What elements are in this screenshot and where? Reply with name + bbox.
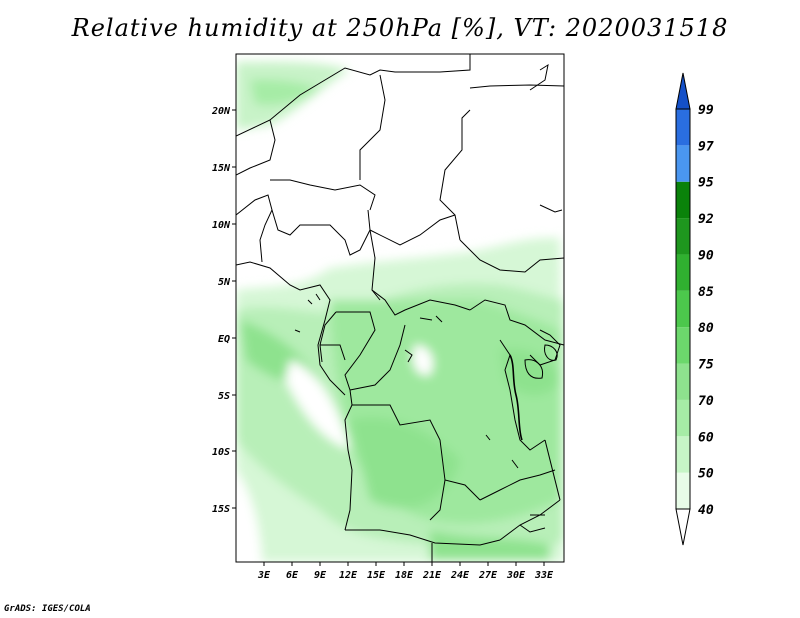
lon-tick-label: 9E — [314, 570, 327, 581]
colorbar-segment — [676, 218, 690, 255]
colorbar-label: 92 — [698, 212, 714, 227]
lon-tick-label: 30E — [506, 570, 526, 581]
colorbar-segment — [676, 436, 690, 473]
lon-tick-label: 15E — [367, 570, 386, 581]
country-boundaries — [236, 54, 564, 562]
colorbar-label: 60 — [698, 430, 714, 445]
colorbar-segment — [676, 145, 690, 182]
colorbar-segment — [676, 327, 690, 364]
colorbar-label: 97 — [698, 139, 714, 154]
lat-tick-label: 10N — [212, 220, 231, 231]
colorbar-outline — [675, 108, 691, 510]
lon-tick-label: 3E — [257, 570, 271, 581]
colorbar-label: 85 — [698, 285, 714, 300]
map-frame — [235, 53, 565, 563]
colorbar-segment — [676, 181, 690, 219]
lon-tick-label: 6E — [286, 570, 299, 581]
lon-tick-label: 18E — [395, 570, 414, 581]
colorbar-label: 95 — [698, 176, 714, 191]
colorbar-label: 80 — [698, 321, 714, 336]
lon-tick-label: 12E — [339, 570, 358, 581]
colorbar-label: 40 — [698, 503, 714, 518]
lon-tick-label: 27E — [478, 570, 498, 581]
lon-axis: 3E 6E 9E 12E 15E 18E 21E 24E 27E 30E 33E — [257, 562, 554, 581]
colorbar-label: 99 — [698, 103, 714, 118]
colorbar-segment — [675, 72, 691, 110]
colorbar-segment — [676, 363, 690, 400]
lon-tick-label: 24E — [450, 570, 470, 581]
colorbar-segment — [675, 508, 691, 546]
colorbar-segment — [676, 472, 690, 509]
colorbar-segment — [676, 109, 690, 146]
colorbar-label: 75 — [698, 358, 714, 373]
colorbar-label: 50 — [698, 467, 714, 482]
lat-tick-label: 15N — [212, 163, 231, 174]
colorbar-label: 90 — [698, 248, 714, 263]
map-title: Relative humidity at 250hPa [%], VT: 202… — [71, 14, 729, 42]
lat-tick-label: 20N — [211, 106, 231, 117]
lat-tick-label: EQ — [218, 334, 230, 345]
lon-tick-label: 33E — [534, 570, 554, 581]
colorbar: 40 50 60 70 75 80 85 90 92 95 97 99 — [675, 72, 714, 546]
lon-tick-label: 21E — [422, 570, 442, 581]
lat-tick-label: 10S — [212, 447, 230, 458]
lat-tick-label: 15S — [212, 504, 230, 515]
humidity-field — [236, 61, 564, 562]
lat-axis: 20N 15N 10N 5N EQ 5S 10S 15S — [211, 106, 236, 515]
lat-tick-label: 5S — [218, 391, 230, 402]
colorbar-segment — [676, 254, 690, 291]
lat-tick-label: 5N — [218, 277, 231, 288]
colorbar-segment — [676, 399, 690, 437]
credit-label: GrADS: IGES/COLA — [4, 604, 91, 614]
colorbar-label: 70 — [698, 394, 714, 409]
map-panel — [236, 54, 564, 562]
colorbar-segment — [676, 290, 690, 328]
